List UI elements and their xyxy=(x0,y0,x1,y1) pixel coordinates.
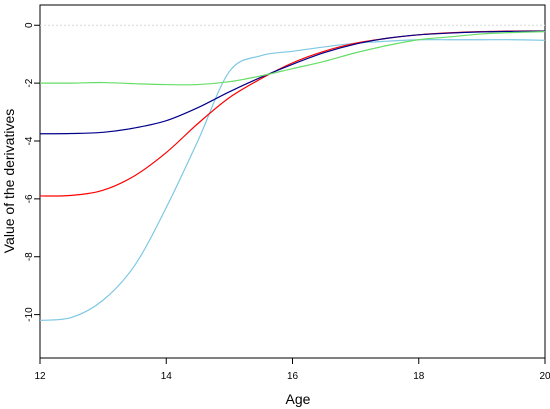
y-tick-label: -6 xyxy=(24,194,35,203)
y-tick-label: -2 xyxy=(24,78,35,87)
series-line-1 xyxy=(39,39,546,321)
series-line-2 xyxy=(39,30,546,197)
x-tick-label: 18 xyxy=(413,371,425,382)
y-tick-label: -4 xyxy=(24,136,35,145)
series-line-3 xyxy=(39,30,546,135)
y-tick-label: -8 xyxy=(24,252,35,261)
x-axis-title: Age xyxy=(286,391,311,407)
y-tick-label: 0 xyxy=(24,22,35,28)
x-tick-label: 16 xyxy=(287,371,299,382)
y-tick-label: -10 xyxy=(24,307,35,322)
series-layer xyxy=(39,30,546,321)
plot-frame xyxy=(39,4,546,359)
x-tick-label: 12 xyxy=(34,371,46,382)
x-tick-label: 20 xyxy=(539,371,550,382)
series-line-4 xyxy=(39,31,546,86)
x-axis: 12 14 16 18 20 xyxy=(34,358,550,382)
y-axis: -10 -8 -6 -4 -2 0 xyxy=(24,22,40,322)
x-tick-label: 14 xyxy=(161,371,173,382)
y-axis-title: Value of the derivatives xyxy=(1,109,17,254)
